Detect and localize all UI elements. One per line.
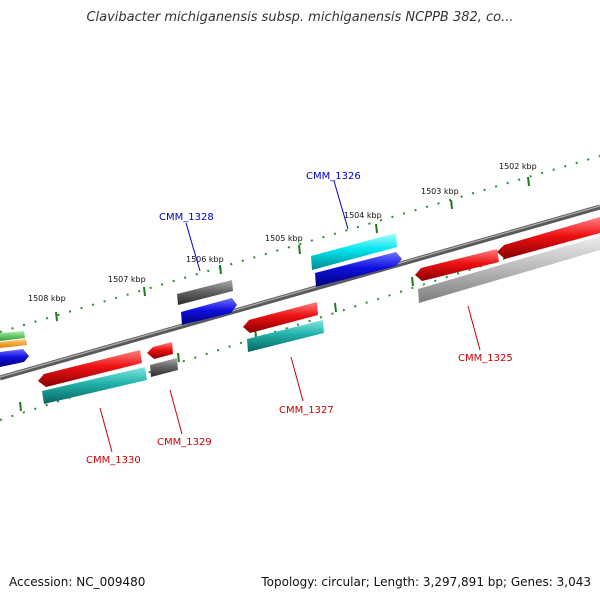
gene-right-red[interactable] — [497, 217, 600, 259]
leader-cmm-1325 — [467, 305, 481, 351]
gene-fragment-green[interactable] — [0, 331, 25, 341]
leader-cmm-1328 — [185, 222, 201, 272]
gene-right-lightgray[interactable] — [418, 236, 600, 303]
genome-stats: Topology: circular; Length: 3,297,891 bp… — [261, 575, 591, 589]
gene-fragment-orange[interactable] — [0, 339, 27, 348]
kbp-label-1504: 1504 kbp — [344, 211, 382, 220]
leader-cmm-1330 — [99, 407, 113, 453]
label-cmm-1330[interactable]: CMM_1330 — [86, 455, 141, 466]
gene-cmm-1330-red[interactable] — [38, 350, 142, 387]
gene-cmm-1329-red[interactable] — [147, 342, 173, 359]
gene-fragment-blue[interactable] — [0, 349, 29, 367]
gene-cmm-1329-gray[interactable] — [150, 358, 178, 377]
outer-scale-ring — [0, 155, 600, 333]
gene-cmm-1327-red[interactable] — [243, 302, 318, 333]
leader-cmm-1329 — [169, 389, 183, 435]
gene-cmm-1328-gray[interactable] — [177, 280, 233, 305]
accession-info: Accession: NC_009480 — [9, 575, 146, 589]
kbp-label-1503: 1503 kbp — [421, 187, 459, 196]
kbp-label-1506: 1506 kbp — [186, 255, 224, 264]
gene-cmm-1326-blue[interactable] — [315, 252, 402, 287]
map-title: Clavibacter michiganensis subsp. michiga… — [86, 10, 514, 25]
gene-cmm-1330-teal[interactable] — [42, 367, 147, 404]
gene-cmm-1327-teal[interactable] — [247, 320, 324, 352]
label-cmm-1327[interactable]: CMM_1327 — [279, 405, 334, 416]
leader-cmm-1327 — [290, 356, 304, 402]
leader-cmm-1326 — [333, 180, 349, 230]
kbp-label-1505: 1505 kbp — [265, 234, 303, 243]
gene-cmm-1328-blue[interactable] — [181, 298, 237, 325]
gene-cmm-1325-red[interactable] — [415, 249, 499, 281]
kbp-label-1502: 1502 kbp — [499, 162, 537, 171]
kbp-label-1507: 1507 kbp — [108, 275, 146, 284]
gene-cmm-1326-cyan[interactable] — [311, 233, 397, 270]
label-cmm-1325[interactable]: CMM_1325 — [458, 353, 513, 364]
genome-backbone — [0, 204, 600, 381]
label-cmm-1329[interactable]: CMM_1329 — [157, 437, 212, 448]
kbp-label-1508: 1508 kbp — [28, 294, 66, 303]
label-cmm-1328[interactable]: CMM_1328 — [159, 212, 214, 223]
label-cmm-1326[interactable]: CMM_1326 — [306, 171, 361, 182]
